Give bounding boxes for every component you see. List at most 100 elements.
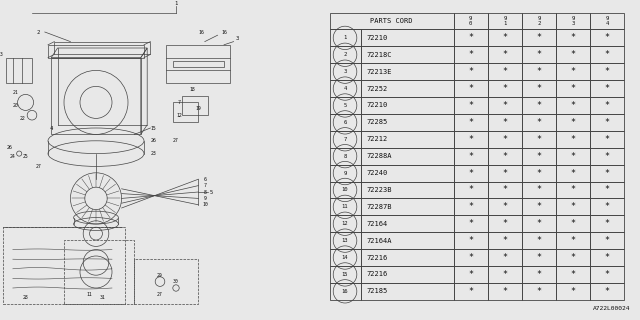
Bar <box>590 46 625 63</box>
Text: *: * <box>605 202 610 211</box>
Text: 9
1: 9 1 <box>503 16 506 26</box>
Bar <box>330 181 360 198</box>
Text: *: * <box>605 152 610 161</box>
Text: 10: 10 <box>202 202 207 207</box>
Text: *: * <box>502 236 508 245</box>
Text: *: * <box>502 287 508 296</box>
Text: *: * <box>468 135 473 144</box>
Bar <box>556 80 590 97</box>
Text: *: * <box>468 236 473 245</box>
Bar <box>556 63 590 80</box>
Bar <box>590 12 625 29</box>
Bar <box>556 198 590 215</box>
Text: 22: 22 <box>20 116 25 121</box>
Text: 23: 23 <box>151 151 156 156</box>
Text: 13: 13 <box>0 52 3 57</box>
Bar <box>330 131 360 148</box>
Text: *: * <box>605 236 610 245</box>
Text: 7: 7 <box>344 137 347 142</box>
Text: *: * <box>536 67 541 76</box>
Text: 9: 9 <box>204 196 206 201</box>
Bar <box>556 12 590 29</box>
Text: *: * <box>468 270 473 279</box>
Text: 29: 29 <box>157 273 163 278</box>
Text: 14: 14 <box>342 255 348 260</box>
Text: 72164A: 72164A <box>367 238 392 244</box>
Bar <box>590 114 625 131</box>
Text: *: * <box>502 202 508 211</box>
Text: *: * <box>571 270 575 279</box>
Text: 21: 21 <box>13 90 19 95</box>
Text: *: * <box>502 84 508 93</box>
Bar <box>488 164 522 181</box>
Bar <box>556 249 590 266</box>
Bar <box>590 266 625 283</box>
Text: *: * <box>468 219 473 228</box>
Text: *: * <box>571 202 575 211</box>
Text: 72210: 72210 <box>367 102 388 108</box>
Text: 18: 18 <box>189 87 195 92</box>
Text: *: * <box>502 33 508 42</box>
Bar <box>522 148 556 164</box>
Bar <box>488 114 522 131</box>
Text: 72240: 72240 <box>367 170 388 176</box>
Text: *: * <box>571 253 575 262</box>
Bar <box>330 114 360 131</box>
Text: *: * <box>571 67 575 76</box>
Text: *: * <box>605 101 610 110</box>
Text: 72212: 72212 <box>367 136 388 142</box>
Bar <box>522 131 556 148</box>
Bar <box>360 80 454 97</box>
Text: 72288A: 72288A <box>367 153 392 159</box>
Bar <box>488 131 522 148</box>
Bar <box>330 249 360 266</box>
Bar <box>556 232 590 249</box>
Text: 72185: 72185 <box>367 288 388 294</box>
Text: *: * <box>502 253 508 262</box>
Text: *: * <box>536 169 541 178</box>
Text: 7: 7 <box>178 100 180 105</box>
Bar <box>360 266 454 283</box>
Bar <box>488 249 522 266</box>
Text: *: * <box>468 152 473 161</box>
Bar <box>454 63 488 80</box>
Bar <box>360 232 454 249</box>
Bar <box>454 181 488 198</box>
Text: *: * <box>536 135 541 144</box>
Text: *: * <box>468 287 473 296</box>
Text: 9
2: 9 2 <box>538 16 541 26</box>
Text: 12: 12 <box>342 221 348 226</box>
Text: 9
4: 9 4 <box>605 16 609 26</box>
Text: *: * <box>468 50 473 59</box>
Text: *: * <box>536 152 541 161</box>
Bar <box>522 181 556 198</box>
Text: *: * <box>571 186 575 195</box>
Text: *: * <box>468 169 473 178</box>
Text: 72213E: 72213E <box>367 69 392 75</box>
Bar <box>556 148 590 164</box>
Bar <box>330 283 360 300</box>
Bar <box>556 164 590 181</box>
Text: 20: 20 <box>13 103 19 108</box>
Text: *: * <box>536 101 541 110</box>
Bar <box>488 12 522 29</box>
Text: 8: 8 <box>204 189 206 195</box>
Bar <box>488 181 522 198</box>
Text: *: * <box>502 67 508 76</box>
Bar <box>454 215 488 232</box>
Text: *: * <box>502 270 508 279</box>
Bar <box>360 63 454 80</box>
Bar <box>360 29 454 46</box>
Bar <box>522 97 556 114</box>
Text: 2: 2 <box>36 29 40 35</box>
Text: 24: 24 <box>10 154 15 159</box>
Bar <box>330 198 360 215</box>
Bar <box>360 148 454 164</box>
Text: 31: 31 <box>100 295 105 300</box>
Bar <box>330 215 360 232</box>
Bar <box>330 46 360 63</box>
Text: 11: 11 <box>342 204 348 209</box>
Text: 11: 11 <box>87 292 92 297</box>
Bar <box>522 198 556 215</box>
Bar <box>590 80 625 97</box>
